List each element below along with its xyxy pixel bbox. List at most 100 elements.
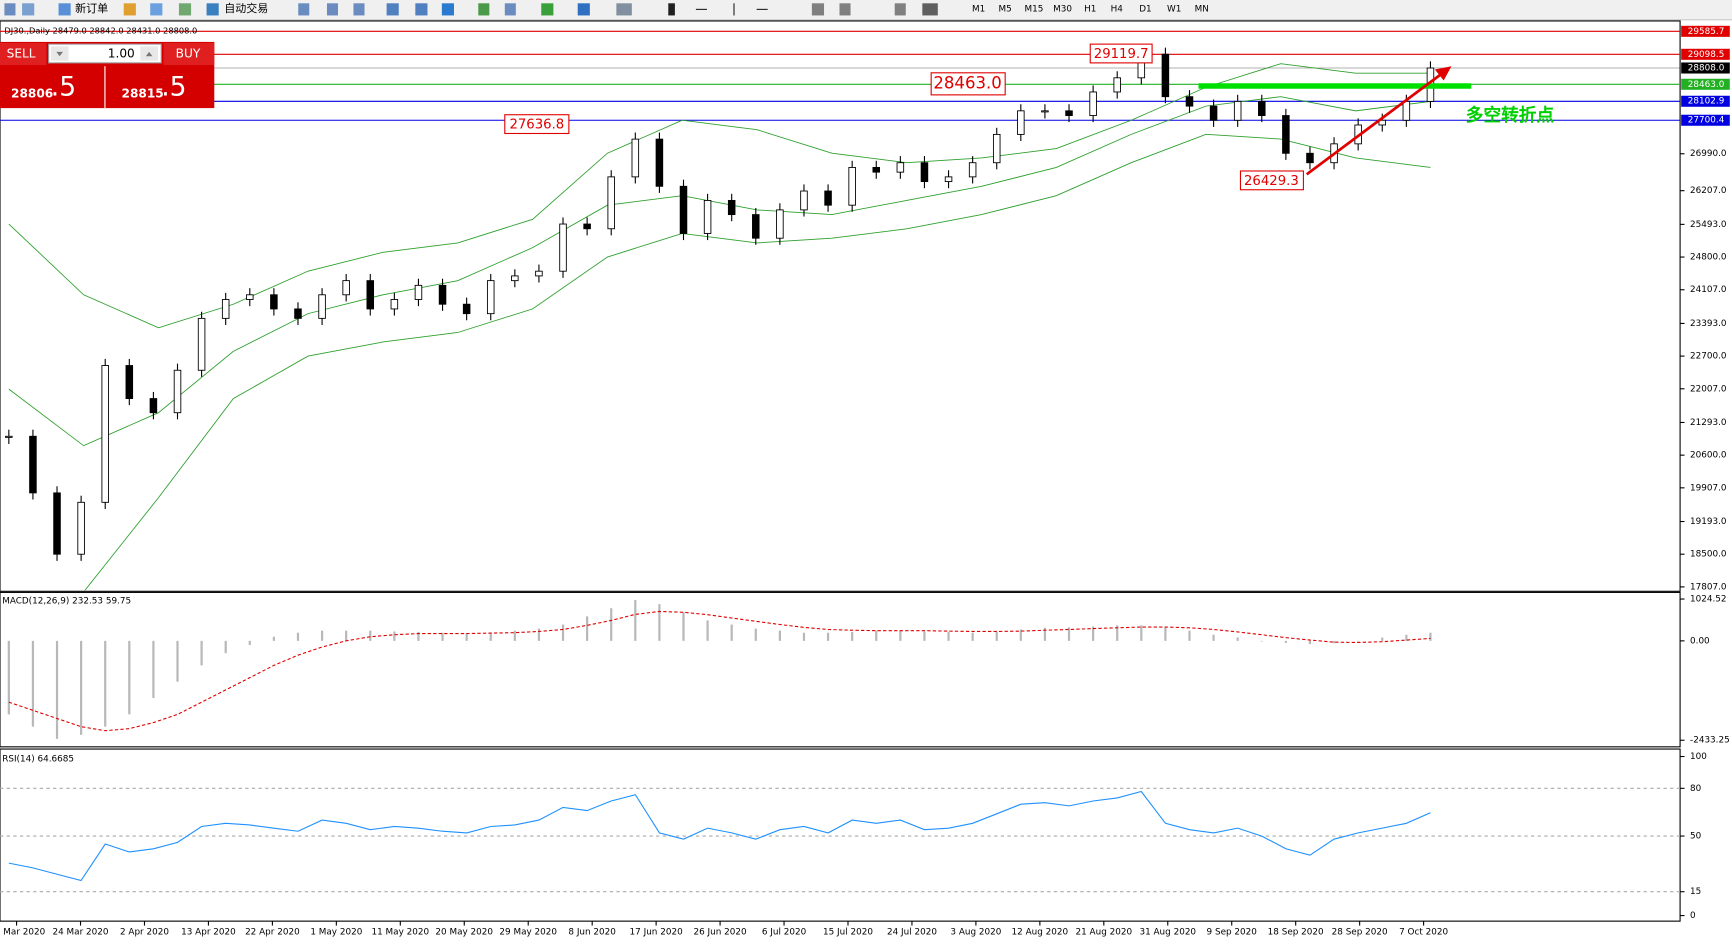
macd-bar [1116, 625, 1119, 641]
x-tick-label: 28 Sep 2020 [1332, 928, 1388, 938]
candle-body [1209, 105, 1218, 121]
candle-body [101, 365, 109, 503]
macd-bar [417, 631, 420, 641]
x-tick-label: 21 Aug 2020 [1076, 928, 1133, 938]
y-tick-label: -2433.25 [1690, 736, 1730, 746]
sell-label[interactable]: SELL [7, 47, 36, 61]
rsi-panel [0, 748, 1681, 922]
candle-body [149, 398, 158, 414]
candle-body [1185, 96, 1194, 107]
candle-body [752, 214, 760, 239]
candle-body [559, 223, 567, 272]
candle-body [1402, 100, 1411, 121]
candle-body [535, 270, 543, 277]
level-label: 29098.5 [1688, 50, 1725, 60]
level-badge [1681, 78, 1730, 90]
timeframe-button[interactable]: M5 [999, 4, 1012, 14]
candle-body [486, 280, 495, 315]
y-tick-label: 19907.0 [1690, 483, 1727, 493]
candle-body [366, 280, 375, 310]
x-tick-label: 6 Jul 2020 [762, 928, 807, 938]
macd-bar [345, 630, 348, 641]
macd-bar [995, 631, 998, 641]
y-tick-label: 50 [1690, 832, 1702, 842]
trend-arrow [1305, 72, 1443, 176]
candle-body [727, 200, 736, 216]
macd-bar [320, 630, 324, 641]
buy-price-pips[interactable]: .5 [161, 72, 186, 103]
timeframe-button[interactable]: M30 [1053, 4, 1072, 14]
candle-body [607, 176, 615, 230]
candle-body [438, 284, 447, 305]
timeframe-button[interactable]: D1 [1139, 4, 1151, 14]
toolbar-button[interactable]: 自动交易 [224, 1, 268, 15]
annotation-text: 29119.7 [1094, 47, 1149, 62]
candle-body [703, 200, 712, 234]
timeframe-button[interactable]: MN [1195, 4, 1209, 14]
y-tick-label: 22700.0 [1690, 352, 1727, 362]
candle-body [1161, 53, 1170, 98]
y-tick-label: 24800.0 [1690, 253, 1727, 263]
lot-value[interactable]: 1.00 [108, 47, 135, 61]
candle-body [1306, 152, 1314, 164]
x-tick-label: 2 Apr 2020 [120, 928, 169, 938]
candle-body [848, 166, 856, 206]
x-tick-label: 24 Mar 2020 [53, 928, 109, 938]
macd-bar [586, 616, 589, 641]
x-tick-label: 3 Aug 2020 [950, 928, 1001, 938]
sell-price[interactable]: 28806 [11, 86, 53, 100]
candle-body [342, 280, 350, 296]
timeframe-button[interactable]: H4 [1111, 4, 1124, 14]
candle-body [511, 275, 519, 282]
annotation: 27636.8 [504, 114, 570, 135]
annotation: 26429.3 [1239, 170, 1304, 191]
timeframe-bar: M1 M5 M15 M30 H1 H4 D1 W1 MN [972, 4, 1209, 14]
macd-bar [513, 630, 516, 641]
macd-bar [104, 640, 107, 727]
macd-bar [947, 631, 950, 641]
timeframe-button[interactable]: W1 [1167, 4, 1181, 14]
macd-bar [1043, 627, 1047, 641]
buy-price[interactable]: 28815 [122, 86, 164, 100]
candle-body [246, 294, 254, 300]
level-label: 28463.0 [1688, 80, 1725, 90]
buy-label[interactable]: BUY [176, 47, 201, 61]
bollinger-upper [8, 63, 1431, 329]
macd-bar [1429, 632, 1432, 641]
trend-arrow-head [1434, 66, 1452, 81]
y-tick-label: 1024.52 [1690, 595, 1727, 605]
candle-body [414, 284, 423, 300]
candle-body [655, 138, 664, 187]
macd-bar [1140, 625, 1143, 641]
macd-plot [7, 600, 1432, 739]
x-tick-label: 9 Sep 2020 [1207, 928, 1258, 938]
candle-body [221, 299, 230, 319]
candle-body [1041, 110, 1049, 113]
candle-body [1065, 110, 1073, 116]
lot-input[interactable] [48, 43, 162, 64]
sell-button[interactable] [0, 43, 47, 66]
bollinger-lower [84, 133, 1431, 591]
level-badge [1681, 25, 1730, 37]
timeframe-button[interactable]: H1 [1084, 4, 1096, 14]
macd-bar [128, 640, 131, 715]
macd-bar [923, 631, 926, 641]
x-tick-label: 20 May 2020 [435, 928, 493, 938]
rsi-header: RSI(14) 64.6685 [2, 754, 74, 764]
macd-signal [8, 610, 1431, 732]
macd-bar [200, 640, 203, 666]
timeframe-button[interactable]: M15 [1024, 4, 1043, 14]
toolbar-button[interactable]: 新订单 [75, 1, 108, 15]
y-tick-label: 21293.0 [1690, 418, 1727, 428]
trade-panel: SELL 1.00 BUY 28806 .5 28815 .5 [0, 41, 215, 109]
macd-bar [899, 630, 902, 641]
level-label: 28102.9 [1688, 97, 1725, 107]
macd-bar [634, 600, 637, 641]
annotation-text: 27636.8 [509, 118, 564, 133]
buy-button[interactable] [163, 43, 215, 66]
sell-price-pips[interactable]: .5 [51, 72, 76, 103]
timeframe-button[interactable]: M1 [972, 4, 985, 14]
x-tick-label: 7 Oct 2020 [1399, 928, 1448, 938]
chart-header: DJ30.,Daily 28479.0 28842.0 28431.0 2880… [4, 25, 197, 35]
